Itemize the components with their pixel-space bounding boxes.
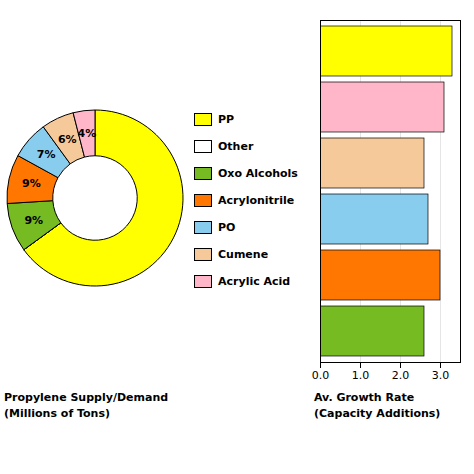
svg-text:2.0: 2.0 [392,369,410,382]
svg-text:9%: 9% [24,214,43,227]
svg-text:7%: 7% [37,148,56,161]
svg-text:0.0: 0.0 [312,369,330,382]
html-text:Other: Other [218,139,254,153]
html-text:PP: PP [218,112,235,126]
html-text:(Capacity Additions): (Capacity Additions) [314,407,441,420]
svg-text:1.0: 1.0 [352,369,370,382]
svg-text:6%: 6% [58,133,77,146]
svg-text:9%: 9% [22,177,41,190]
html-text:Propylene Supply/Demand: Propylene Supply/Demand [4,391,169,404]
svg-text:3.0: 3.0 [432,369,450,382]
html-text:Cumene: Cumene [218,247,269,261]
html-text:(Millions of Tons): (Millions of Tons) [4,407,110,420]
html-text:Acrylonitrile: Acrylonitrile [218,193,295,207]
html-text:Oxo Alcohols: Oxo Alcohols [218,166,298,180]
svg-text:4%: 4% [77,127,96,140]
html-text:Av. Growth Rate: Av. Growth Rate [314,391,415,404]
html-text:Acrylic Acid: Acrylic Acid [218,274,291,288]
html-text:PO: PO [218,220,236,234]
